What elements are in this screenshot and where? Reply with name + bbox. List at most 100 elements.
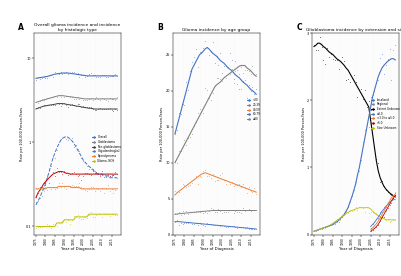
Point (366, 124, 372, 129)
Point (381, 215, 387, 219)
Point (242, 209, 248, 213)
Point (52, 174, 58, 178)
Point (61, 185, 67, 189)
Point (52, 103, 58, 107)
Point (383, 209, 389, 214)
Point (367, 209, 374, 214)
Point (350, 188, 357, 192)
Point (172, 159, 178, 163)
Point (97, 97, 103, 102)
Point (97, 173, 103, 178)
Point (91, 73, 98, 77)
Point (178, 213, 184, 217)
Point (204, 88, 210, 92)
Point (101, 212, 107, 216)
Point (236, 182, 243, 187)
Point (55, 72, 62, 77)
Point (41, 224, 47, 228)
Point (36, 105, 43, 110)
Point (89, 169, 96, 173)
Point (208, 50, 214, 54)
Point (181, 103, 188, 108)
Point (202, 210, 209, 214)
Point (36, 76, 43, 81)
Point (185, 88, 191, 92)
Point (97, 189, 103, 193)
Point (185, 184, 191, 189)
Point (74, 102, 81, 107)
Point (238, 211, 244, 215)
Point (67, 103, 73, 107)
Point (334, 58, 340, 62)
Point (198, 50, 205, 54)
Y-axis label: Rate per 100,000 Person-Years: Rate per 100,000 Person-Years (160, 107, 164, 161)
Point (95, 212, 101, 217)
Point (114, 185, 120, 190)
Point (69, 102, 75, 107)
Point (245, 82, 252, 87)
Point (232, 225, 239, 230)
Point (236, 87, 243, 92)
Point (247, 89, 254, 93)
X-axis label: Year of Diagnosis: Year of Diagnosis (61, 247, 94, 251)
Point (50, 94, 56, 99)
Point (84, 98, 90, 102)
Point (108, 97, 115, 102)
Point (44, 103, 51, 107)
Point (74, 174, 81, 179)
Point (221, 75, 227, 79)
Point (65, 172, 71, 177)
Point (93, 108, 99, 112)
Point (383, 204, 389, 209)
Point (95, 172, 101, 176)
Point (356, 205, 363, 210)
Point (373, 221, 379, 226)
Point (38, 75, 45, 80)
Point (174, 218, 180, 222)
Point (114, 172, 120, 176)
Point (229, 224, 235, 229)
Point (369, 137, 376, 141)
Point (208, 97, 214, 102)
Point (210, 223, 216, 227)
Point (227, 72, 233, 76)
Point (234, 67, 241, 72)
Point (223, 182, 229, 186)
Point (192, 221, 199, 226)
Point (358, 87, 365, 91)
Point (364, 205, 370, 209)
Point (65, 138, 71, 142)
Point (46, 223, 53, 227)
Point (388, 78, 395, 82)
Point (245, 207, 252, 211)
Point (187, 183, 193, 187)
Point (50, 170, 56, 175)
Point (219, 211, 225, 215)
Point (103, 186, 109, 191)
Point (392, 193, 399, 198)
Point (371, 223, 378, 228)
Point (59, 71, 66, 76)
Point (192, 209, 199, 213)
Point (343, 209, 349, 213)
Point (74, 213, 81, 217)
Point (89, 98, 96, 102)
Point (176, 209, 182, 214)
Point (61, 95, 67, 100)
Point (63, 220, 69, 224)
Point (345, 77, 351, 81)
Point (93, 171, 99, 176)
Point (42, 75, 49, 80)
Point (33, 106, 39, 110)
Point (210, 40, 216, 44)
Point (112, 98, 119, 102)
Point (360, 140, 367, 144)
Point (335, 219, 342, 224)
Point (236, 72, 243, 76)
Point (210, 207, 216, 212)
Point (341, 59, 347, 63)
Point (54, 147, 60, 152)
Point (44, 76, 51, 80)
Point (242, 78, 248, 83)
Point (390, 196, 397, 200)
